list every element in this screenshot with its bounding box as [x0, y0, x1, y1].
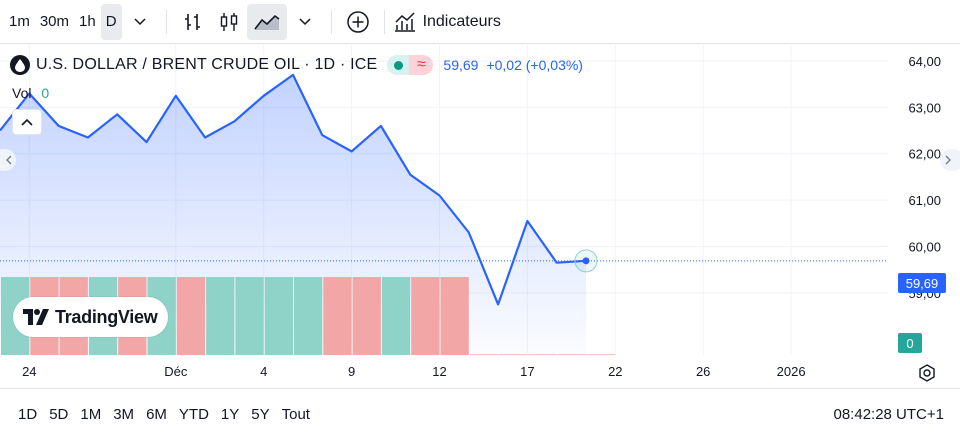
legend-change: +0,02 (+0,03%) — [486, 57, 583, 73]
range-button[interactable]: 1M — [80, 405, 102, 423]
volume-bar — [587, 354, 616, 355]
symbol-title[interactable]: U.S. DOLLAR / BRENT CRUDE OIL · 1D · ICE — [36, 56, 378, 73]
area-chart-icon[interactable] — [246, 3, 287, 40]
timeframe-button[interactable]: D — [100, 3, 122, 40]
toolbar-divider — [165, 9, 167, 34]
volume-bar — [235, 277, 264, 355]
x-tick-label: 9 — [348, 364, 355, 379]
volume-bar — [323, 277, 352, 355]
x-tick-label: 26 — [696, 364, 710, 379]
y-tick-label: 63,00 — [908, 100, 941, 115]
price-line — [0, 73, 587, 306]
scroll-right-button[interactable] — [940, 149, 960, 171]
chevron-right-icon — [945, 155, 951, 165]
range-button[interactable]: 3M — [113, 405, 135, 423]
chevron-up-icon — [21, 118, 33, 126]
timeframe-button[interactable]: 30m — [39, 12, 70, 30]
bottom-toolbar: 1D 5D 1M 3M 6M YTD 1Y 5Y Tout 08:42:28 UTC+1 — [0, 388, 960, 439]
indicators-button[interactable]: Indicateurs — [393, 11, 501, 33]
toolbar-divider — [330, 9, 332, 34]
volume-bar — [381, 277, 411, 355]
candlestick-icon[interactable] — [211, 4, 247, 40]
x-tick-label: 17 — [520, 364, 534, 379]
x-tick-label: Déc — [164, 364, 188, 379]
volume-bar — [294, 277, 323, 355]
timeframe-button[interactable]: 1h — [79, 12, 96, 30]
tradingview-logo-icon — [23, 309, 49, 325]
volume-bar — [352, 277, 381, 355]
chevron-left-icon — [6, 155, 12, 165]
x-tick-label: 2026 — [777, 364, 806, 379]
data-delay-icon: ≈ — [409, 55, 434, 75]
last-point — [582, 257, 590, 265]
volume-bar — [176, 277, 206, 355]
tradingview-logo[interactable]: TradingView — [13, 297, 168, 337]
volume-bar — [528, 354, 557, 355]
y-tick-label: 60,00 — [908, 239, 941, 254]
market-open-icon — [387, 55, 410, 75]
volume-bar — [206, 277, 235, 355]
indicators-label: Indicateurs — [422, 12, 501, 30]
compare-plus-icon[interactable] — [340, 4, 376, 40]
range-button[interactable]: 1Y — [220, 405, 240, 423]
chevron-down-icon[interactable] — [287, 4, 323, 40]
range-button[interactable]: 5D — [49, 405, 69, 423]
y-tick-label: 62,00 — [908, 147, 941, 162]
range-button[interactable]: Tout — [281, 405, 310, 423]
volume-bar — [499, 354, 528, 355]
x-tick-label: 12 — [432, 364, 446, 379]
bar-chart-icon[interactable] — [175, 4, 211, 40]
volume-bar — [557, 354, 586, 355]
volume-bar — [264, 277, 293, 355]
market-status-badges[interactable]: ≈ — [387, 55, 434, 75]
chevron-down-icon[interactable] — [122, 4, 158, 40]
x-tick-label: 22 — [608, 364, 622, 379]
chart-area[interactable]: 64,00 63,00 62,00 61,00 60,00 59,00 24 Déc 4 9 12 1… — [0, 45, 960, 387]
timeframe-button[interactable]: 1m — [9, 12, 30, 30]
settings-icon[interactable] — [916, 362, 938, 384]
clock[interactable]: 08:42:28 UTC+1 — [833, 406, 945, 423]
symbol-legend: U.S. DOLLAR / BRENT CRUDE OIL · 1D · ICE… — [10, 55, 583, 75]
oil-drop-icon — [10, 55, 30, 75]
tradingview-logo-text: TradingView — [55, 306, 158, 327]
x-tick-label: 24 — [22, 364, 36, 379]
volume-bar — [411, 277, 440, 355]
y-tick-label: 64,00 — [908, 54, 941, 69]
last-price-tag: 59,69 — [898, 273, 946, 293]
volume-legend: Vol 0 — [12, 85, 49, 101]
indicators-icon — [393, 11, 417, 33]
range-button[interactable]: 5Y — [251, 405, 270, 423]
collapse-legend-button[interactable] — [12, 109, 42, 135]
volume-value: 0 — [41, 85, 50, 101]
range-button[interactable]: 1D — [18, 405, 38, 423]
toolbar-divider — [383, 9, 385, 34]
volume-bar — [440, 277, 469, 355]
volume-label: Vol — [12, 85, 32, 101]
top-toolbar: 1m 30m 1h D Indicateurs — [0, 0, 960, 44]
x-tick-label: 4 — [260, 364, 267, 379]
timeframe-group: 1m 30m 1h D — [4, 3, 122, 40]
volume-bar — [469, 354, 499, 355]
y-tick-label: 61,00 — [908, 193, 941, 208]
scroll-left-button[interactable] — [0, 149, 16, 171]
volume-tag: 0 — [898, 333, 922, 353]
range-button[interactable]: YTD — [178, 405, 209, 423]
range-group: 1D 5D 1M 3M 6M YTD 1Y 5Y Tout — [0, 406, 316, 423]
range-button[interactable]: 6M — [146, 405, 167, 423]
legend-price: 59,69 — [443, 57, 479, 73]
